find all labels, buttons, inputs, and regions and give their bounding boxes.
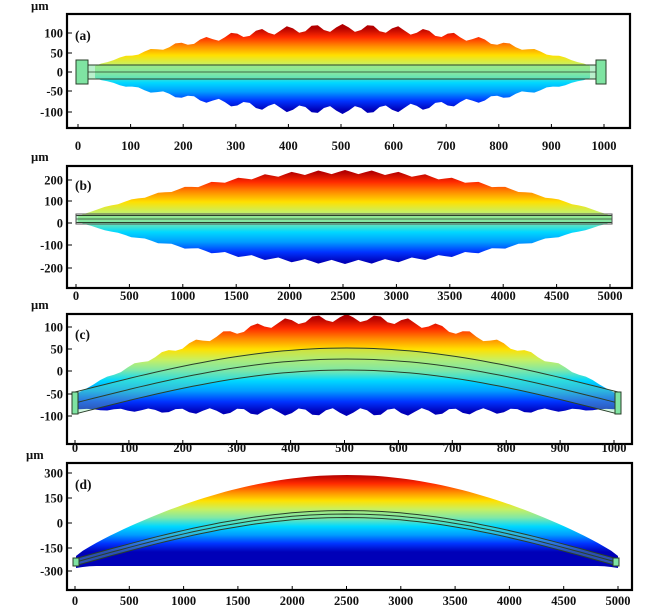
y-tick-label: 300 [44,467,63,481]
x-tick-label: 500 [335,441,354,455]
x-tick-label: 200 [174,139,193,153]
x-tick-label: 1000 [171,594,196,608]
field-lobe [73,314,620,416]
left-anchor-pad [71,391,79,415]
y-tick-label: -100 [40,239,63,253]
device-edge [75,509,617,559]
x-tick-label: 700 [443,441,462,455]
panel-label: (b) [75,178,92,193]
x-tick-label: 1500 [225,594,250,608]
x-tick-label: 0 [75,139,81,153]
y-tick-label: -300 [40,565,63,579]
panel-frame [65,461,634,592]
x-tick-label: 4000 [491,289,516,303]
x-tick-label: 200 [173,441,192,455]
x-tick-label: 4500 [551,594,576,608]
y-tick-label: 100 [44,27,63,41]
x-tick-label: 4000 [497,594,522,608]
unit-label: µm [31,150,49,164]
y-tick-label: 0 [57,365,63,379]
y-tick-label: -100 [40,106,63,120]
unit-label: µm [31,298,49,312]
y-tick-label: 200 [44,174,63,188]
x-tick-label: 100 [120,441,139,455]
x-tick-label: 2500 [331,289,356,303]
x-tick-label: 400 [281,441,300,455]
device-centerline [74,358,619,404]
x-tick-label: 500 [120,594,139,608]
right-anchor-pad [612,557,620,567]
x-tick-label: 5000 [598,289,623,303]
right-anchor-pad [614,391,622,415]
panel-frame [65,312,634,446]
panel-frame [65,164,634,290]
y-tick-label: 0 [57,66,63,80]
right-anchor-pad [595,59,607,85]
x-tick-label: 300 [227,441,246,455]
x-tick-label: 0 [72,441,78,455]
panel-label: (d) [75,477,92,492]
x-tick-label: 2500 [334,594,359,608]
x-tick-label: 0 [72,594,78,608]
y-tick-label: 100 [44,321,63,335]
device-edge [74,369,619,415]
x-tick-label: 900 [551,441,570,455]
x-tick-label: 300 [226,139,245,153]
y-tick-label: 0 [57,517,63,531]
left-anchor-pad [72,557,80,567]
unit-label: µm [31,0,49,13]
x-tick-label: 500 [120,289,139,303]
device-outline [75,213,613,225]
y-tick-label: 0 [57,217,63,231]
x-tick-label: 3000 [384,289,409,303]
x-tick-label: 1000 [602,441,627,455]
y-tick-label: 50 [51,47,64,61]
unit-label: µm [26,448,44,462]
x-tick-label: 100 [121,139,140,153]
field-lobe [76,475,618,568]
device-body [75,348,618,414]
x-tick-label: 1000 [592,139,617,153]
x-tick-label: 1000 [170,289,195,303]
x-tick-label: 400 [279,139,298,153]
y-tick-label: 100 [44,195,63,209]
x-tick-label: 800 [489,139,508,153]
panel-frame [65,12,632,130]
x-tick-label: 700 [437,139,456,153]
left-anchor-pad [75,59,89,85]
x-tick-label: 5000 [606,594,631,608]
x-tick-label: 1500 [224,289,249,303]
x-tick-label: 0 [73,289,79,303]
x-tick-label: 4500 [544,289,569,303]
x-tick-label: 3500 [437,289,462,303]
y-tick-label: -100 [40,410,63,424]
x-tick-label: 600 [389,441,408,455]
x-tick-label: 3000 [388,594,413,608]
x-tick-label: 900 [542,139,561,153]
x-tick-label: 500 [332,139,351,153]
device-centerline [75,513,617,563]
y-tick-label: 150 [44,492,63,506]
y-tick-label: -50 [46,85,63,99]
x-tick-label: 3500 [443,594,468,608]
device-edge [75,516,617,566]
y-tick-label: -200 [40,262,63,276]
y-tick-label: 50 [51,343,64,357]
y-tick-label: -150 [40,542,63,556]
x-tick-label: 2000 [277,289,302,303]
panel-label: (c) [75,327,90,342]
device-edge [74,347,619,393]
x-tick-label: 600 [384,139,403,153]
x-tick-label: 2000 [280,594,305,608]
x-tick-label: 800 [497,441,516,455]
y-tick-label: -50 [46,388,63,402]
panel-label: (a) [75,28,91,43]
